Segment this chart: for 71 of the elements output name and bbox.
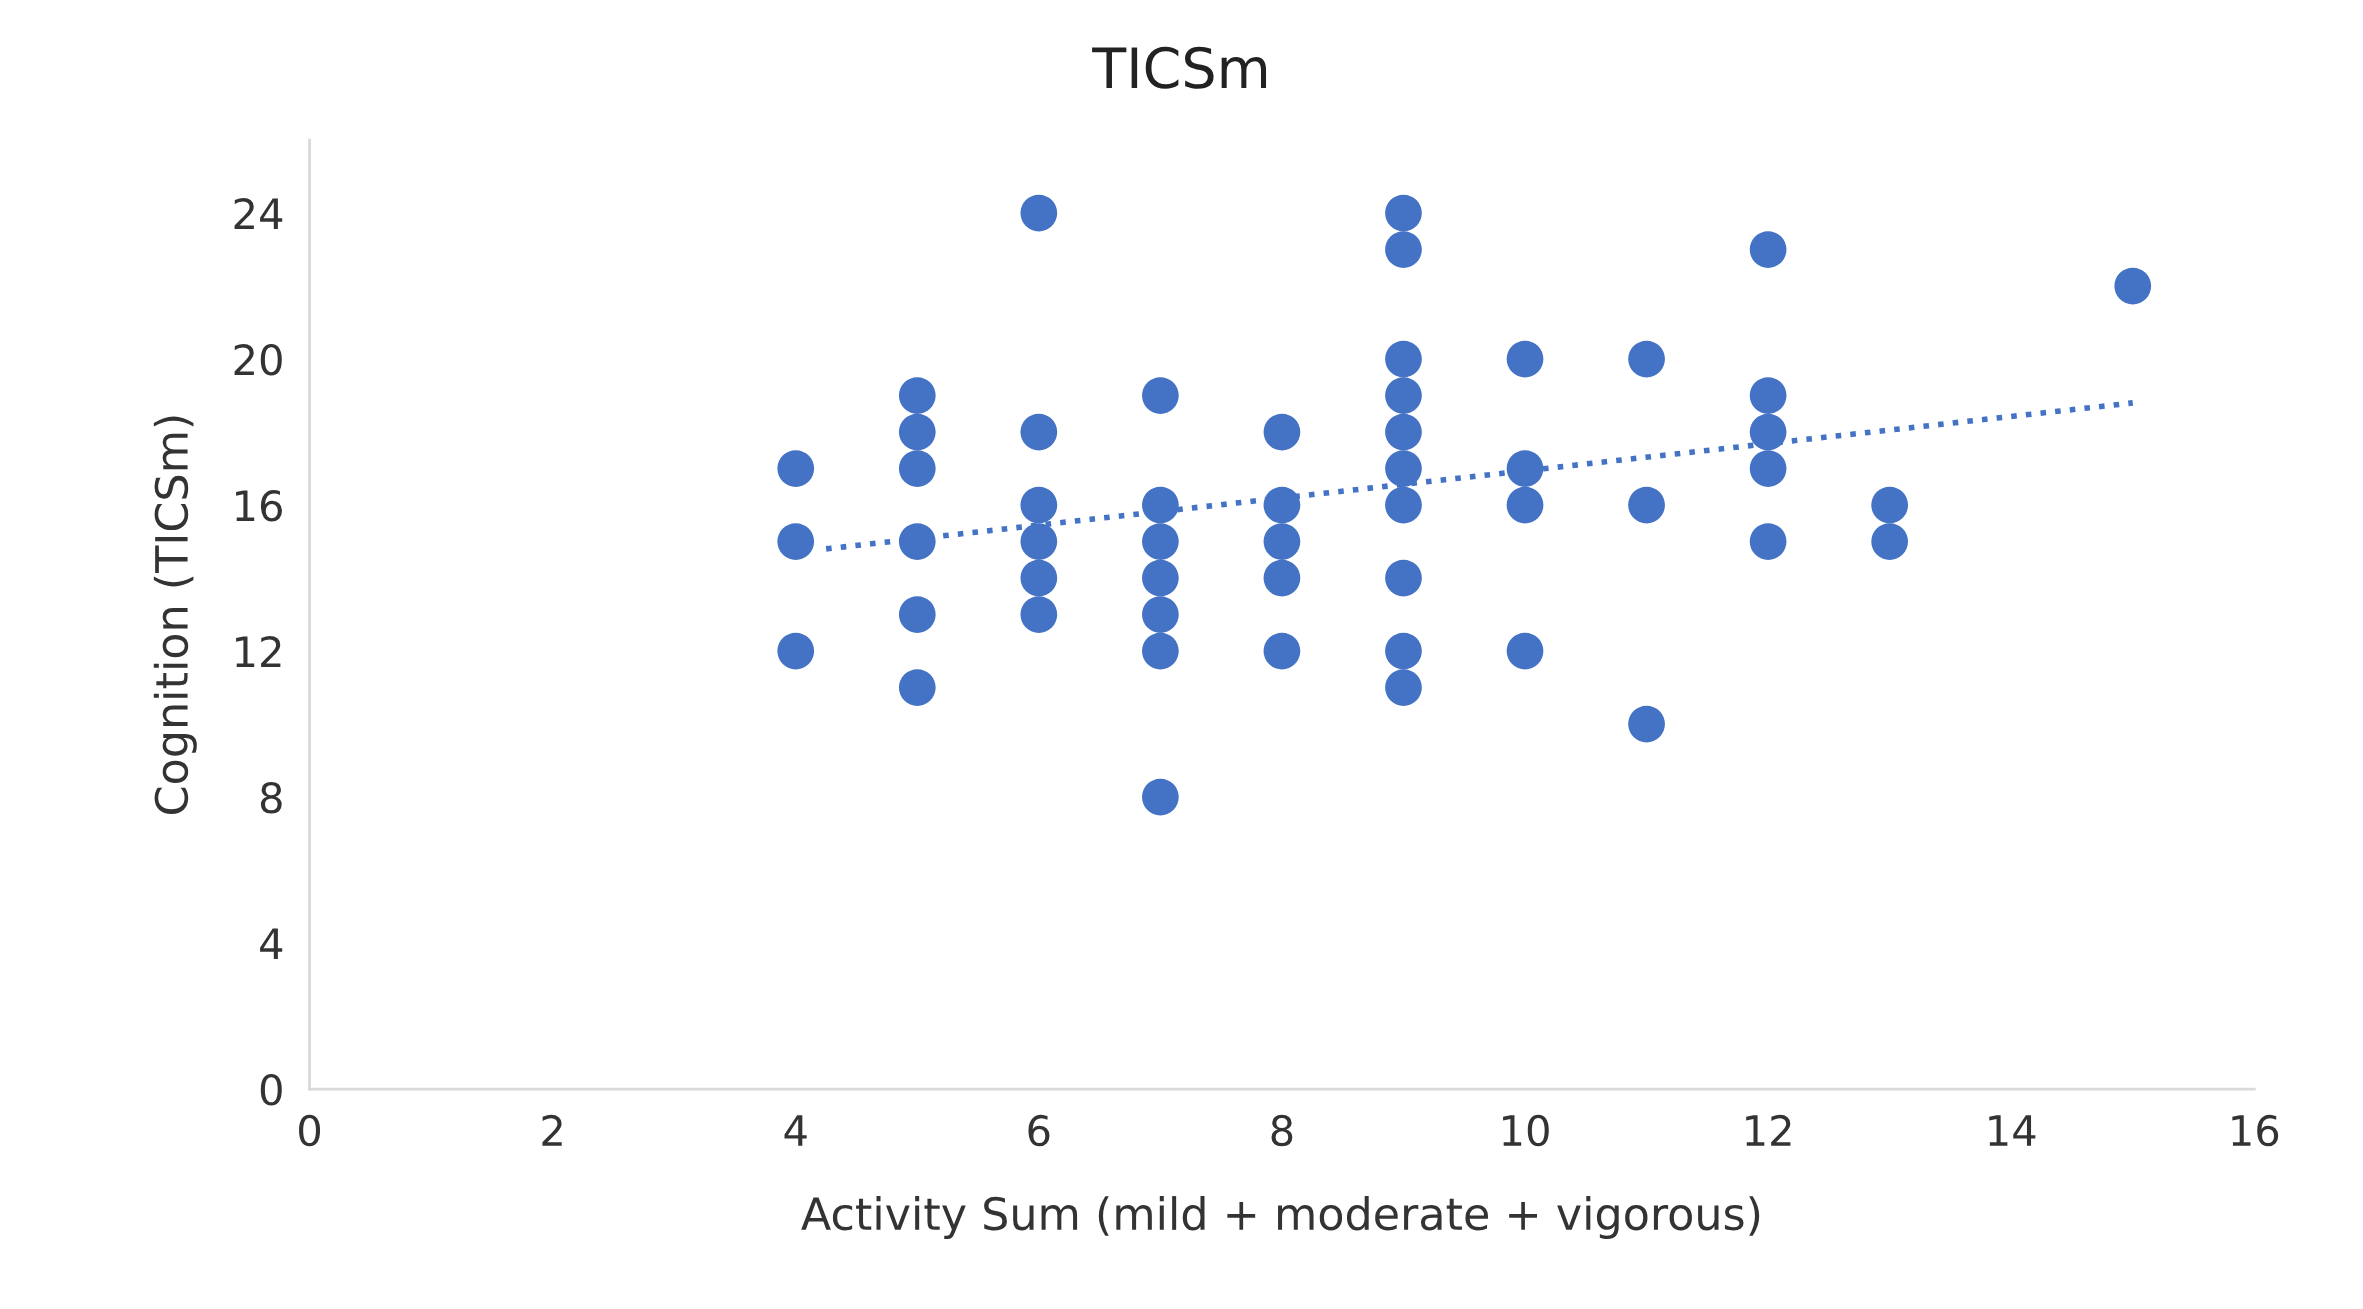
point <box>1142 632 1179 670</box>
y-tick-label: 4 <box>260 928 283 959</box>
point <box>1385 194 1422 232</box>
point <box>1020 413 1058 451</box>
point <box>1749 413 1787 451</box>
point <box>1628 340 1665 378</box>
point <box>1871 486 1909 524</box>
point <box>1749 377 1787 414</box>
point <box>1385 413 1422 451</box>
point <box>1385 377 1422 414</box>
point <box>1385 486 1422 524</box>
point <box>1385 669 1422 706</box>
x-tick-label: 10 <box>1503 1114 1549 1147</box>
point <box>2114 267 2152 305</box>
x-tick-label: 14 <box>1989 1115 2036 1146</box>
y-tick-label: 8 <box>260 781 282 814</box>
x-tick-label: 16 <box>2232 1114 2279 1147</box>
point <box>1263 523 1301 560</box>
point <box>1871 523 1909 560</box>
point <box>1142 377 1179 414</box>
point <box>1020 596 1058 633</box>
point <box>1020 486 1058 524</box>
chart-title: TICSm <box>1092 46 1267 89</box>
x-tick-label: 12 <box>1746 1114 1791 1146</box>
point <box>1385 559 1422 597</box>
point <box>777 450 815 487</box>
point <box>1749 523 1787 560</box>
y-tick-label: 0 <box>260 1073 282 1106</box>
point <box>1749 231 1787 268</box>
point <box>1142 596 1179 633</box>
point <box>1385 231 1422 268</box>
y-tick-label: 20 <box>234 343 282 376</box>
point <box>1020 194 1058 232</box>
point <box>777 523 815 560</box>
point <box>777 632 815 670</box>
x-tick-label: 4 <box>784 1115 807 1146</box>
point <box>1506 486 1544 524</box>
point <box>1506 450 1544 487</box>
x-tick-label: 6 <box>1028 1114 1050 1147</box>
point <box>1506 632 1544 670</box>
y-tick-label: 16 <box>236 489 282 522</box>
point <box>1142 559 1179 597</box>
point <box>1628 705 1665 743</box>
x-tick-label: 8 <box>1271 1114 1293 1147</box>
point <box>1506 340 1544 378</box>
y-axis-title: Cognition (TICSm) <box>153 416 197 814</box>
point <box>1385 340 1422 378</box>
point <box>1263 413 1301 451</box>
point <box>898 377 936 414</box>
y-tick-label: 24 <box>234 197 283 229</box>
point <box>1142 486 1179 524</box>
point <box>898 596 936 633</box>
point <box>1385 450 1422 487</box>
point <box>1142 523 1179 560</box>
y-tick-label: 12 <box>236 635 281 667</box>
point <box>1749 450 1787 487</box>
point <box>898 450 936 487</box>
point <box>1020 559 1058 597</box>
point <box>1263 486 1301 524</box>
x-tick-label: 0 <box>299 1114 321 1147</box>
x-tick-label: 2 <box>542 1114 562 1146</box>
point <box>1142 778 1179 816</box>
point <box>1263 632 1301 670</box>
point <box>1385 632 1422 670</box>
point <box>898 413 936 451</box>
point <box>898 523 936 560</box>
point <box>898 669 936 706</box>
point <box>1628 486 1665 524</box>
point <box>1020 523 1058 560</box>
point <box>1263 559 1301 597</box>
x-axis-title: Activity Sum (mild + moderate + vigorous) <box>801 1196 1760 1240</box>
